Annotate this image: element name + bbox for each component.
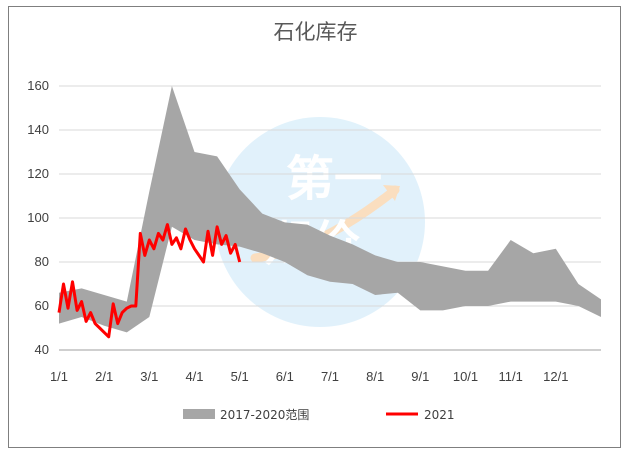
x-tick-label: 9/1 — [411, 369, 429, 384]
y-tick-label: 80 — [35, 254, 49, 269]
x-tick-label: 12/1 — [543, 369, 568, 384]
x-tick-label: 7/1 — [321, 369, 339, 384]
y-tick-label: 140 — [27, 122, 49, 137]
x-tick-label: 10/1 — [453, 369, 478, 384]
x-tick-label: 11/1 — [498, 369, 522, 384]
x-tick-label: 1/1 — [50, 369, 68, 384]
x-tick-label: 8/1 — [366, 369, 384, 384]
legend-label-2021: 2021 — [424, 408, 455, 422]
x-tick-label: 6/1 — [276, 369, 294, 384]
legend-label-range: 2017-2020范围 — [220, 408, 309, 422]
series-2021-line — [57, 223, 242, 339]
y-tick-label: 40 — [35, 342, 49, 357]
x-tick-label: 2/1 — [95, 369, 113, 384]
series-range-area — [59, 86, 601, 333]
chart-title: 石化库存 — [273, 20, 358, 44]
svg-text:第一: 第一 — [286, 151, 382, 207]
y-tick-label: 60 — [35, 298, 49, 313]
legend: 2017-2020范围 2021 — [183, 408, 455, 422]
y-tick-label: 160 — [27, 78, 49, 93]
x-tick-label: 5/1 — [231, 369, 249, 384]
y-tick-label: 120 — [27, 166, 49, 181]
x-tick-label: 3/1 — [140, 369, 158, 384]
legend-swatch-range — [183, 409, 215, 419]
x-tick-label: 4/1 — [185, 369, 203, 384]
y-tick-label: 100 — [27, 210, 49, 225]
